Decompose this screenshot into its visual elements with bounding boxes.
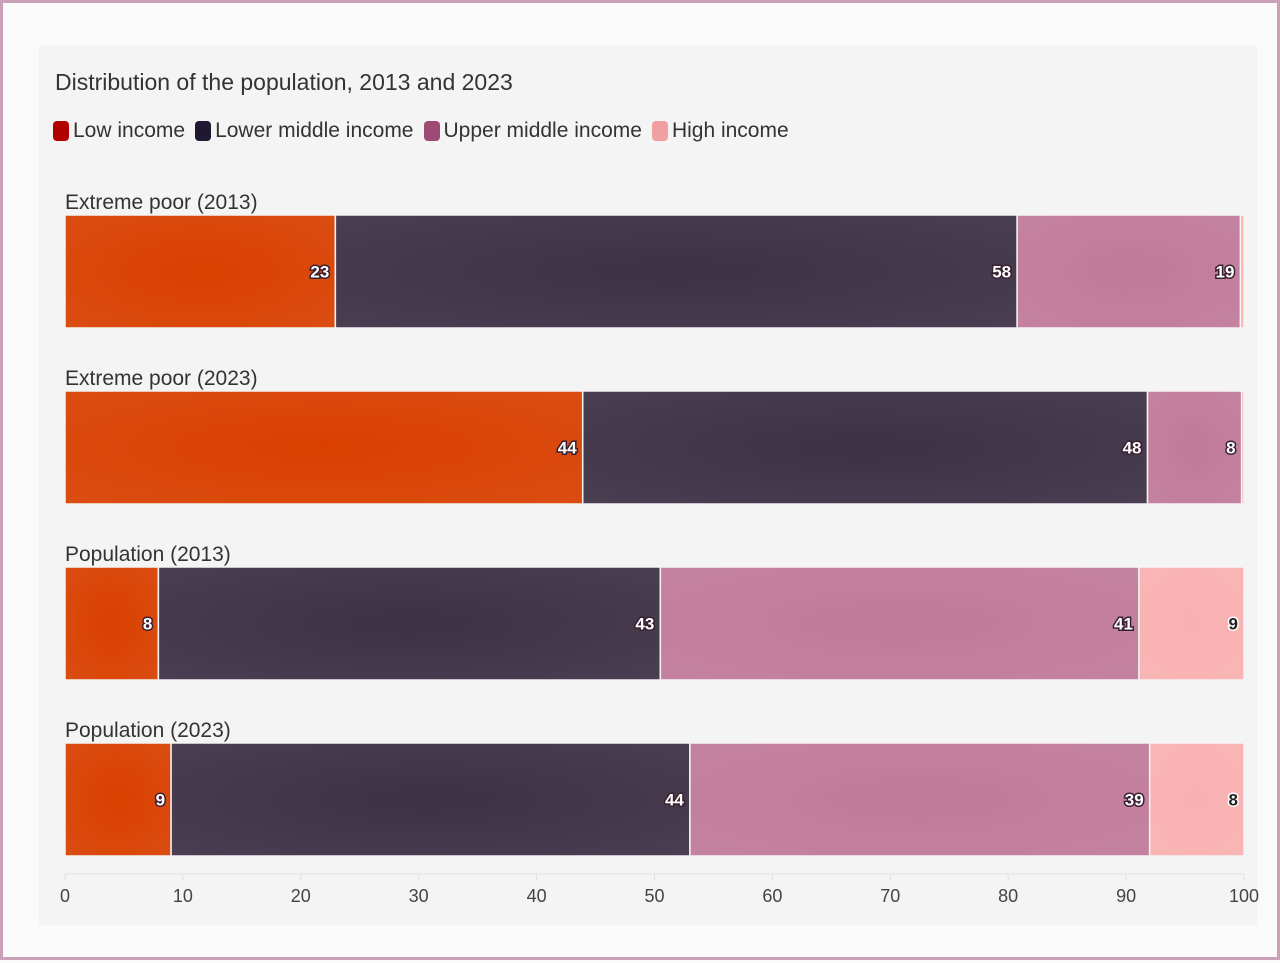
bar-segment <box>157 566 662 681</box>
x-tick-label: 60 <box>762 886 782 906</box>
category-label: Population (2023) <box>65 719 231 742</box>
bar-segment <box>1240 390 1245 505</box>
x-tick-label: 0 <box>60 886 70 906</box>
data-label: 8 <box>1229 791 1238 810</box>
data-label: 44 <box>665 791 684 810</box>
bar-segment <box>64 390 584 505</box>
legend-label: High income <box>671 119 789 142</box>
category-label: Extreme poor (2023) <box>65 367 258 390</box>
data-label: 43 <box>635 615 654 634</box>
x-tick-label: 90 <box>1116 886 1136 906</box>
x-tick-label: 50 <box>644 886 664 906</box>
data-label: 58 <box>992 263 1011 282</box>
bar-segment <box>659 566 1140 681</box>
x-tick-label: 20 <box>291 886 311 906</box>
data-label: 41 <box>1114 615 1133 634</box>
legend-swatch <box>423 121 440 141</box>
x-tick-label: 30 <box>409 886 429 906</box>
x-tick-label: 100 <box>1229 886 1259 906</box>
chart-title: Distribution of the population, 2013 and… <box>55 69 513 95</box>
x-tick-label: 70 <box>880 886 900 906</box>
bar-segment <box>1148 742 1245 857</box>
bar-segment <box>64 566 160 681</box>
data-label: 19 <box>1216 263 1235 282</box>
data-label: 39 <box>1125 791 1144 810</box>
bar-segment <box>1016 214 1242 329</box>
legend-label: Upper middle income <box>443 119 642 142</box>
legend-label: Lower middle income <box>215 119 414 142</box>
bar-segment <box>64 742 172 857</box>
bar-segment <box>64 214 337 329</box>
bar-segment <box>1138 566 1245 681</box>
legend-item[interactable]: Lower middle income <box>195 119 414 143</box>
legend-item[interactable]: High income <box>651 119 789 143</box>
legend-swatch <box>195 121 212 141</box>
data-label: 44 <box>558 439 577 458</box>
bar-segment <box>1239 214 1245 329</box>
data-label: 23 <box>310 263 329 282</box>
legend-item[interactable]: Low income <box>53 119 185 143</box>
data-label: 9 <box>156 791 165 810</box>
legend-label: Low income <box>73 119 186 142</box>
stacked-bar-chart: Extreme poor (2013) 23 58 19 Extreme poor (2… <box>60 191 1259 906</box>
data-label: 8 <box>143 615 152 634</box>
x-tick-label: 80 <box>998 886 1018 906</box>
x-tick-label: 10 <box>173 886 193 906</box>
legend-swatch <box>53 121 69 141</box>
bar-segment <box>581 390 1149 505</box>
category-label: Extreme poor (2013) <box>65 191 258 214</box>
data-label: 48 <box>1123 439 1142 458</box>
x-tick-label: 40 <box>527 886 547 906</box>
bar-segment <box>689 742 1151 857</box>
legend-swatch <box>651 121 668 141</box>
bar-segment <box>170 742 691 857</box>
data-label: 8 <box>1226 439 1235 458</box>
data-label: 9 <box>1229 615 1238 634</box>
category-label: Population (2013) <box>65 543 231 566</box>
legend: Low income Lower middle income Upper middl… <box>53 119 789 143</box>
bar-segment <box>334 214 1018 329</box>
legend-item[interactable]: Upper middle income <box>423 119 642 143</box>
